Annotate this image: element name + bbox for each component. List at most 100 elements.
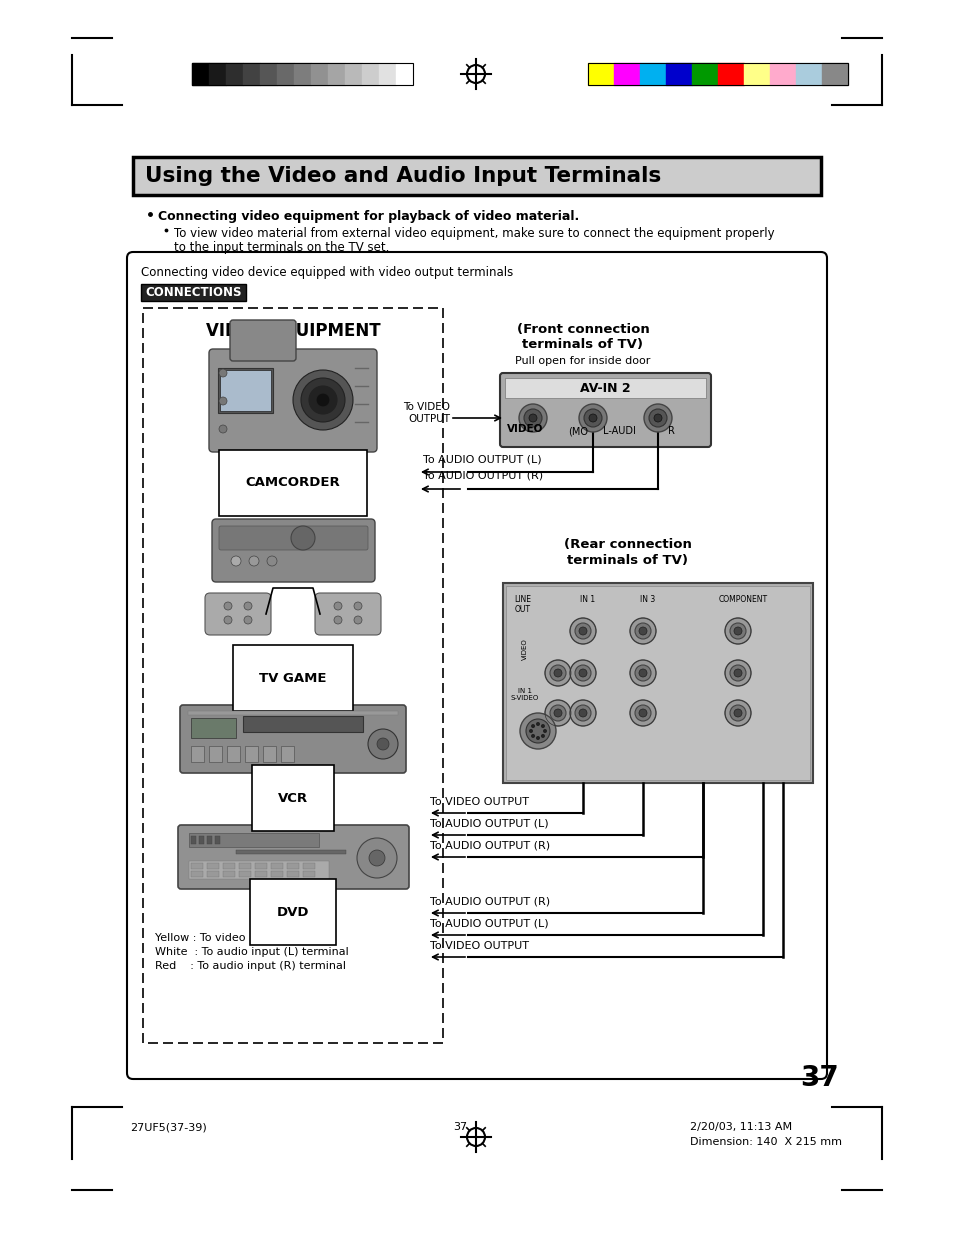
Bar — [209, 746, 222, 762]
Circle shape — [554, 709, 561, 718]
Bar — [395, 63, 413, 85]
Circle shape — [301, 378, 345, 422]
Text: To AUDIO OUTPUT (R): To AUDIO OUTPUT (R) — [430, 897, 550, 906]
Text: Dimension: 140  X 215 mm: Dimension: 140 X 215 mm — [689, 1137, 841, 1147]
Circle shape — [224, 616, 232, 624]
Circle shape — [529, 729, 533, 734]
Circle shape — [219, 369, 227, 377]
Text: DVD: DVD — [276, 905, 309, 919]
Bar — [587, 63, 614, 85]
Bar — [263, 746, 275, 762]
Text: AV-IN 2: AV-IN 2 — [579, 382, 630, 394]
Circle shape — [244, 616, 252, 624]
Text: terminals of TV): terminals of TV) — [522, 338, 643, 351]
Circle shape — [578, 709, 586, 718]
Bar — [192, 63, 209, 85]
Bar — [254, 863, 267, 869]
Circle shape — [244, 601, 252, 610]
Bar — [192, 63, 413, 85]
Circle shape — [569, 618, 596, 643]
Bar — [143, 308, 442, 1044]
Text: L-AUDI: L-AUDI — [602, 426, 636, 436]
Circle shape — [309, 387, 336, 414]
Bar — [311, 63, 328, 85]
Text: To AUDIO OUTPUT (L): To AUDIO OUTPUT (L) — [430, 819, 548, 829]
Bar — [207, 863, 219, 869]
Bar — [505, 585, 809, 781]
Bar — [226, 63, 243, 85]
Bar — [271, 863, 283, 869]
Circle shape — [192, 866, 200, 874]
Circle shape — [629, 700, 656, 726]
FancyBboxPatch shape — [127, 252, 826, 1079]
Circle shape — [569, 659, 596, 685]
Bar — [743, 63, 769, 85]
Circle shape — [578, 669, 586, 677]
Circle shape — [244, 866, 252, 874]
Bar — [218, 368, 273, 412]
Bar — [189, 832, 318, 847]
Text: (MO: (MO — [567, 426, 587, 436]
Bar — [281, 746, 294, 762]
Bar — [239, 863, 251, 869]
Circle shape — [219, 425, 227, 433]
Text: VIDEO: VIDEO — [506, 424, 543, 433]
FancyBboxPatch shape — [219, 526, 368, 550]
Circle shape — [205, 866, 213, 874]
Text: Connecting video device equipped with video output terminals: Connecting video device equipped with vi… — [141, 266, 513, 279]
FancyBboxPatch shape — [314, 593, 380, 635]
Circle shape — [291, 526, 314, 550]
Circle shape — [639, 669, 646, 677]
Circle shape — [218, 866, 226, 874]
Bar — [378, 63, 395, 85]
Circle shape — [540, 734, 544, 739]
Circle shape — [583, 409, 601, 427]
Circle shape — [267, 556, 276, 566]
Text: Connecting video equipment for playback of video material.: Connecting video equipment for playback … — [158, 210, 578, 224]
Circle shape — [654, 414, 661, 422]
Circle shape — [588, 414, 597, 422]
FancyBboxPatch shape — [230, 320, 295, 361]
Bar — [245, 746, 257, 762]
Text: IN 1: IN 1 — [579, 595, 595, 604]
FancyBboxPatch shape — [499, 373, 710, 447]
Text: White  : To audio input (L) terminal: White : To audio input (L) terminal — [154, 947, 349, 957]
Circle shape — [639, 709, 646, 718]
Bar — [191, 871, 203, 877]
Bar — [504, 378, 705, 398]
Text: To VIDEO OUTPUT: To VIDEO OUTPUT — [430, 797, 529, 806]
Text: IN 3: IN 3 — [639, 595, 655, 604]
Bar — [665, 63, 691, 85]
Circle shape — [729, 622, 745, 638]
Bar — [214, 836, 220, 844]
Circle shape — [575, 622, 590, 638]
Circle shape — [231, 866, 239, 874]
Bar — [191, 746, 204, 762]
Circle shape — [729, 705, 745, 721]
Circle shape — [575, 705, 590, 721]
FancyBboxPatch shape — [205, 593, 271, 635]
Bar — [227, 746, 240, 762]
Circle shape — [315, 393, 330, 408]
Circle shape — [635, 622, 650, 638]
Circle shape — [356, 839, 396, 878]
Text: To VIDEO
OUTPUT: To VIDEO OUTPUT — [402, 403, 450, 424]
Text: VIDEO: VIDEO — [521, 638, 527, 659]
Circle shape — [529, 414, 537, 422]
Bar — [271, 871, 283, 877]
Circle shape — [224, 601, 232, 610]
Text: 37: 37 — [800, 1065, 839, 1092]
Bar — [243, 63, 260, 85]
Bar — [220, 370, 271, 411]
Circle shape — [531, 734, 535, 739]
Bar — [276, 63, 294, 85]
Bar — [189, 861, 329, 879]
Circle shape — [569, 700, 596, 726]
Bar — [287, 863, 298, 869]
Circle shape — [531, 724, 535, 729]
Circle shape — [733, 627, 741, 635]
Bar — [260, 63, 276, 85]
Text: Yellow : To video input terminal: Yellow : To video input terminal — [154, 932, 328, 944]
Text: VCR: VCR — [277, 792, 308, 804]
Circle shape — [536, 736, 539, 740]
